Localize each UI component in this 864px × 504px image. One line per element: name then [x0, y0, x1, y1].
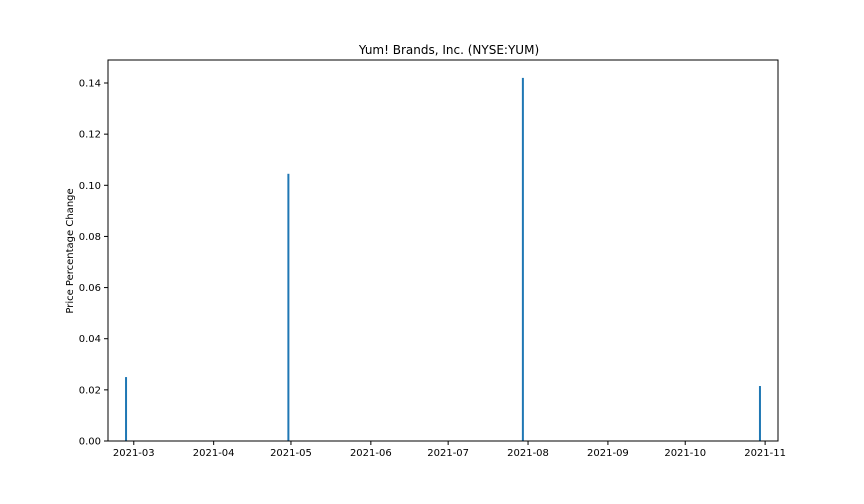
x-tick-label: 2021-04	[193, 448, 235, 459]
y-axis-label: Price Percentage Change	[65, 188, 76, 313]
chart-title: Yum! Brands, Inc. (NYSE:YUM)	[358, 43, 539, 57]
bar-2021-07-30	[521, 77, 524, 442]
x-tick-label: 2021-03	[113, 448, 155, 459]
y-tick-label: 0.02	[79, 385, 101, 396]
x-tick-label: 2021-06	[350, 448, 392, 459]
bar-2021-04-30	[287, 173, 290, 442]
x-tick-label: 2021-11	[744, 448, 786, 459]
y-tick-label: 0.00	[79, 437, 101, 448]
x-tick-label: 2021-09	[587, 448, 629, 459]
y-axis: 0.00 0.02 0.04 0.06 0.08 0.10 0.12 0.14	[79, 79, 108, 448]
y-tick-label: 0.10	[79, 181, 101, 192]
x-tick-label: 2021-08	[507, 448, 549, 459]
bars-group	[125, 77, 761, 442]
y-tick-label: 0.14	[79, 79, 101, 90]
bar-2021-10-30	[758, 386, 761, 441]
x-tick-label: 2021-05	[270, 448, 312, 459]
y-tick-label: 0.06	[79, 283, 101, 294]
bar-2021-02-26	[125, 377, 128, 441]
y-tick-label: 0.12	[79, 130, 101, 141]
y-tick-label: 0.04	[79, 334, 101, 345]
x-tick-label: 2021-07	[427, 448, 469, 459]
x-tick-label: 2021-10	[664, 448, 706, 459]
plot-frame	[107, 59, 779, 442]
x-axis: 2021-03 2021-04 2021-05 2021-06 2021-07 2021-…	[113, 441, 786, 459]
y-tick-label: 0.08	[79, 232, 101, 243]
